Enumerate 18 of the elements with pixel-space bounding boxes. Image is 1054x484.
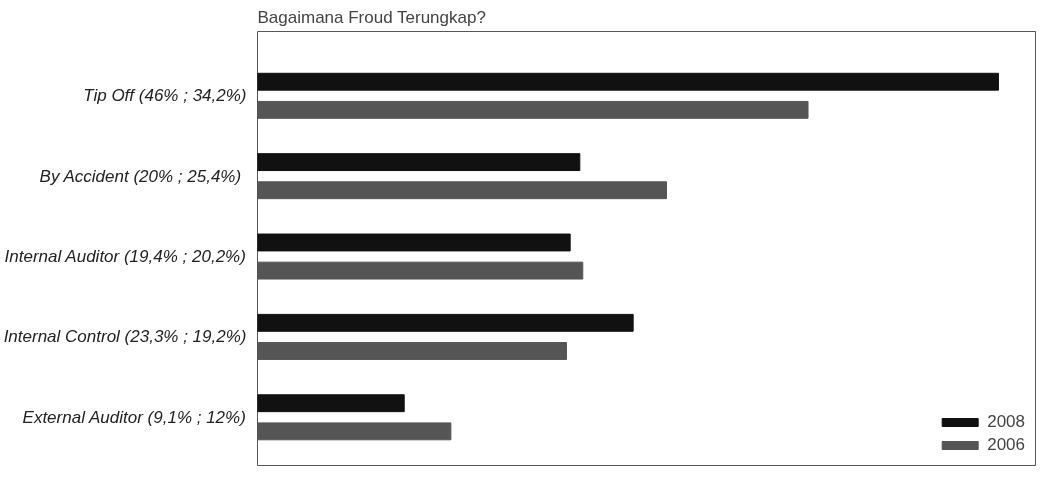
y-tick-label: Tip Off (46% ; 34,2%) <box>83 86 247 106</box>
y-tick-label: By Accident (20% ; 25,4%) <box>39 166 242 186</box>
y-tick-label: Internal Control (23,3% ; 19,2%) <box>3 327 247 347</box>
bar <box>257 394 405 413</box>
y-tick-label: Internal Auditor (19,4% ; 20,2%) <box>4 247 246 267</box>
bar <box>257 233 571 252</box>
bar <box>257 313 634 332</box>
bar <box>257 100 809 119</box>
bar <box>257 72 999 91</box>
bar <box>257 422 452 441</box>
chart-title: Bagaimana Froud Terungkap? <box>257 7 486 27</box>
bar <box>257 153 581 172</box>
bar <box>257 342 567 360</box>
legend-label: 2006 <box>987 435 1025 455</box>
legend-label: 2008 <box>987 412 1025 432</box>
y-tick-label: External Auditor (9,1% ; 12%) <box>22 407 246 427</box>
bar <box>257 261 584 280</box>
bar <box>257 181 668 200</box>
